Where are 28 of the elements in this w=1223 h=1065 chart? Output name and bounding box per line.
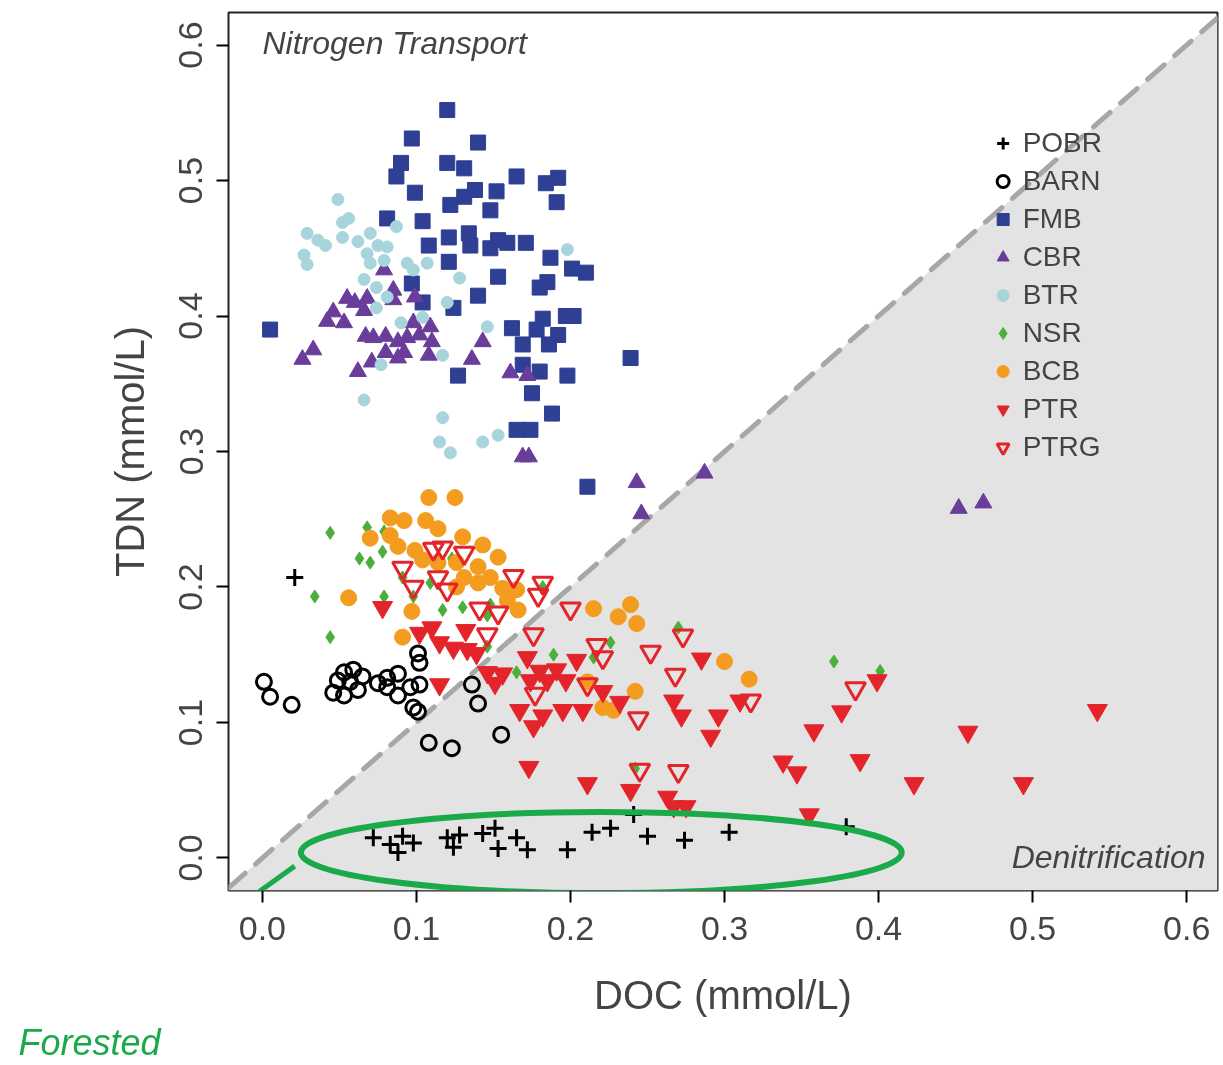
legend-label: BTR: [1022, 279, 1079, 311]
y-tick-label: 0.5: [171, 156, 210, 205]
x-tick-label: 0.6: [1163, 908, 1211, 947]
y-tick-label: 0.2: [171, 563, 210, 611]
x-tick-label: 0.5: [1009, 908, 1057, 947]
y-tick-label: 0.4: [171, 292, 210, 340]
annotation: Denitrification: [1011, 838, 1206, 875]
annotation: Nitrogen Transport: [262, 24, 529, 61]
legend-label: CBR: [1022, 241, 1082, 273]
legend-label: PTRG: [1022, 431, 1101, 463]
legend-label: NSR: [1022, 317, 1082, 349]
y-tick-label: 0.0: [171, 834, 210, 882]
y-tick-label: 0.6: [171, 21, 210, 69]
legend-label: PTR: [1022, 393, 1079, 425]
x-tick-label: 0.2: [546, 908, 595, 947]
text: Forested: [18, 1021, 162, 1063]
legend-label: POBR: [1022, 127, 1102, 159]
y-tick-label: 0.1: [171, 698, 210, 747]
x-axis-title: DOC (mmol/L): [594, 972, 852, 1017]
x-tick-label: 0.0: [238, 908, 287, 947]
legend-label: BARN: [1022, 165, 1101, 197]
y-tick-label: 0.3: [171, 427, 210, 476]
x-tick-label: 0.1: [392, 908, 441, 947]
legend-label: FMB: [1022, 203, 1082, 235]
x-tick-label: 0.3: [700, 908, 749, 947]
legend-label: BCB: [1022, 355, 1081, 387]
y-axis-title: TDN (mmol/L): [107, 325, 152, 578]
x-tick-label: 0.4: [854, 908, 903, 947]
